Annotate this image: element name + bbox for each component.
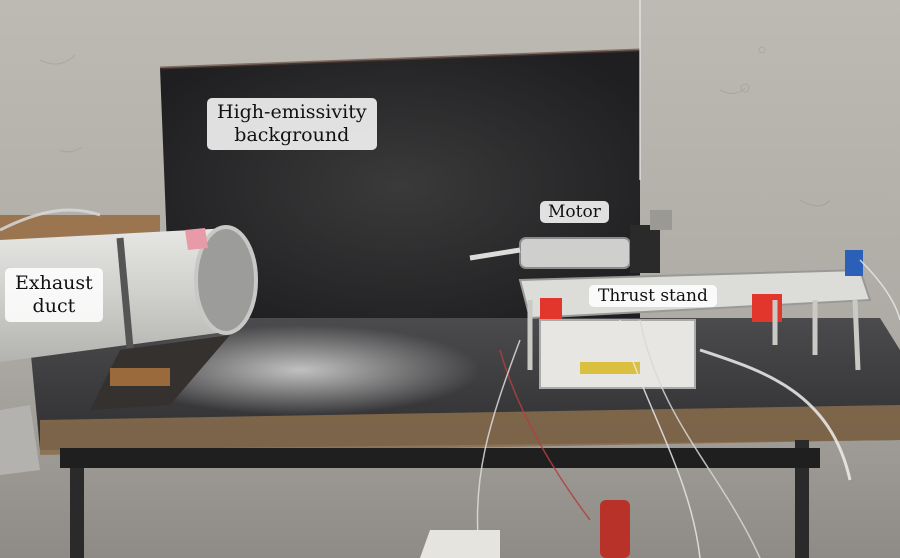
annotation-high-emissivity-background: High-emissivity background [207, 98, 377, 150]
annotation-motor: Motor [540, 201, 609, 224]
motor-body [519, 237, 631, 269]
stand-legs [527, 299, 861, 371]
vent-pipe [0, 405, 40, 475]
electronics-box [539, 319, 696, 389]
annotation-bg-line2: background [234, 123, 350, 146]
table-leg-right [795, 440, 809, 558]
pink-tape [185, 228, 208, 250]
terminal-block [580, 362, 640, 374]
exhaust-duct-body [0, 228, 240, 362]
duct-clamp [116, 237, 134, 349]
table-frame [60, 448, 820, 468]
floor-container [420, 530, 500, 558]
exhaust-duct-opening [194, 225, 258, 335]
annotation-duct-line1: Exhaust [15, 272, 93, 294]
table-leg-left [70, 450, 84, 558]
annotation-bg-line1: High-emissivity [217, 101, 367, 123]
motor-nozzle [469, 247, 521, 261]
annotation-exhaust-duct: Exhaust duct [5, 268, 103, 322]
motor-cap [650, 210, 672, 230]
table-edge [40, 405, 900, 455]
floor-equipment [600, 500, 630, 558]
load-cell [845, 250, 863, 276]
motor-mount [630, 225, 660, 273]
annotation-thrust-stand: Thrust stand [589, 285, 717, 308]
annotation-duct-line2: duct [32, 294, 76, 317]
duct-stand-block [110, 368, 170, 386]
